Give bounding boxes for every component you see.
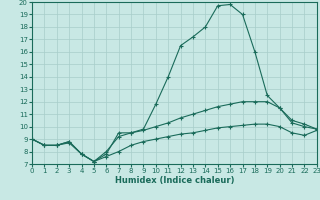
X-axis label: Humidex (Indice chaleur): Humidex (Indice chaleur) [115, 176, 234, 185]
